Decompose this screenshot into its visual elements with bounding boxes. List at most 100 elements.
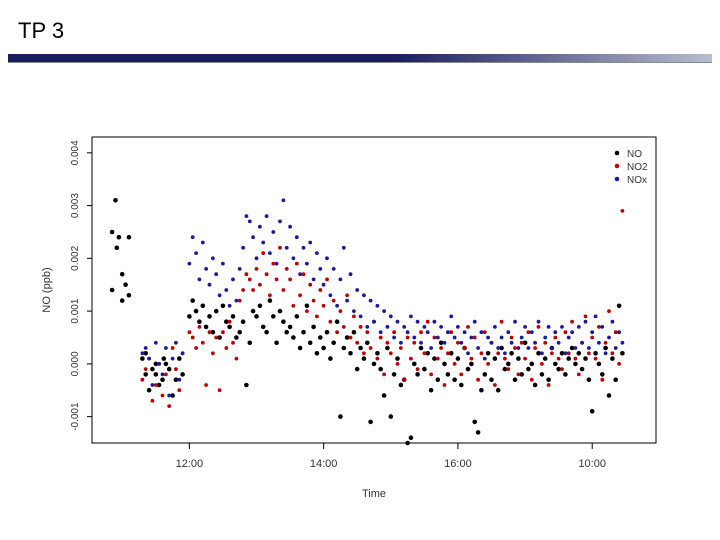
data-point: [553, 361, 558, 367]
data-point: [274, 277, 279, 282]
data-point: [569, 345, 575, 351]
data-point: [260, 324, 266, 330]
data-point: [314, 351, 320, 356]
data-point: [268, 293, 272, 298]
data-point: [529, 377, 534, 382]
data-point: [207, 282, 212, 287]
data-point: [509, 340, 514, 345]
data-point: [315, 314, 319, 319]
data-point: [113, 198, 118, 203]
data-point: [143, 346, 148, 350]
data-point: [187, 261, 192, 266]
data-point: [617, 330, 621, 335]
data-point: [439, 346, 443, 350]
data-point: [204, 267, 209, 271]
data-point: [325, 256, 329, 261]
data-point: [395, 319, 400, 324]
data-point: [227, 324, 232, 330]
data-point: [341, 245, 346, 250]
data-point: [271, 261, 276, 266]
data-point: [513, 319, 517, 324]
data-point: [600, 325, 605, 329]
data-point: [146, 387, 152, 393]
data-point: [254, 256, 259, 261]
data-point: [399, 340, 403, 345]
data-point: [153, 383, 158, 387]
data-point: [516, 356, 521, 361]
data-point: [469, 361, 474, 367]
data-point: [284, 245, 289, 250]
data-point: [362, 293, 366, 298]
data-point: [597, 340, 601, 345]
data-point: [469, 356, 474, 361]
legend-label: NO2: [627, 162, 648, 173]
data-point: [143, 367, 148, 371]
data-point: [244, 214, 249, 219]
data-point: [234, 298, 239, 303]
data-point: [580, 340, 584, 345]
data-point: [170, 356, 175, 361]
data-point: [177, 377, 182, 382]
data-point: [459, 382, 464, 388]
data-point: [210, 329, 216, 335]
data-point: [542, 356, 548, 361]
data-point: [194, 346, 199, 350]
data-point: [600, 377, 605, 382]
data-point: [398, 382, 404, 388]
data-point: [264, 272, 269, 277]
data-point: [573, 361, 578, 367]
data-point: [526, 366, 531, 372]
data-point: [190, 298, 195, 303]
data-point: [207, 314, 212, 319]
data-point: [365, 325, 370, 329]
data-point: [375, 303, 380, 308]
data-point: [254, 267, 259, 271]
data-point: [371, 361, 377, 367]
data-point: [432, 319, 437, 324]
data-point: [211, 256, 215, 261]
data-point: [230, 314, 236, 319]
data-point: [197, 325, 202, 329]
data-point: [358, 314, 363, 319]
data-point: [281, 319, 286, 325]
data-point: [355, 288, 360, 292]
data-point: [459, 340, 464, 345]
data-point: [308, 282, 313, 287]
legend-marker: [614, 150, 620, 156]
data-point: [452, 377, 457, 383]
data-point: [556, 356, 561, 361]
data-point: [345, 298, 349, 303]
series-nox: [140, 198, 625, 398]
data-point: [197, 319, 202, 325]
data-point: [355, 340, 360, 345]
data-point: [583, 319, 588, 324]
data-point: [352, 309, 356, 313]
data-point: [412, 335, 417, 340]
data-point: [388, 351, 393, 356]
data-point: [550, 351, 554, 356]
data-point: [438, 340, 444, 346]
data-point: [536, 319, 541, 324]
data-point: [496, 346, 501, 350]
data-point: [523, 356, 527, 361]
data-point: [412, 340, 417, 345]
data-point: [150, 383, 155, 387]
data-point: [590, 335, 595, 340]
data-point: [157, 362, 162, 366]
data-point: [388, 414, 394, 419]
data-point: [241, 288, 246, 292]
data-point: [466, 325, 470, 329]
data-point: [278, 245, 282, 250]
data-point: [345, 293, 349, 298]
data-point: [516, 346, 521, 350]
data-point: [546, 325, 551, 329]
data-point: [358, 325, 363, 329]
data-point: [291, 303, 296, 308]
x-tick-label: 10:00: [578, 458, 606, 470]
data-point: [496, 351, 501, 356]
title-divider: [8, 54, 712, 62]
data-point: [328, 356, 333, 361]
data-point: [503, 356, 507, 361]
data-point: [583, 356, 588, 361]
data-point: [291, 335, 296, 340]
